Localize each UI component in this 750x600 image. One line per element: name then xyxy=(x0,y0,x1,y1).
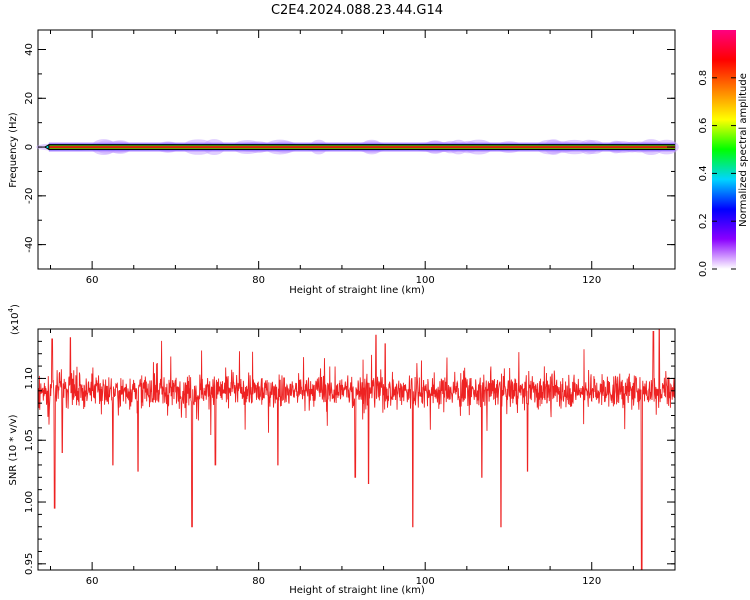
colorbar-tick-label: 0.0 xyxy=(698,261,709,277)
snr-x-tick-label: 60 xyxy=(86,576,99,587)
snr-y-axis-label: SNR (10 * v/v) xyxy=(8,414,19,485)
spectrogram-y-tick-label: 0 xyxy=(24,144,35,150)
spectrogram-panel: 60 80 100 120 40 20 0 -20 -40 Height of straight… xyxy=(8,29,679,296)
snr-line xyxy=(38,329,675,570)
snr-panel: 60 80 100 120 0.95 1.00 1.05 1.10 Height of str… xyxy=(7,304,676,596)
spectrogram-x-axis-label: Height of straight line (km) xyxy=(289,285,425,296)
snr-y-tick-label: 0.95 xyxy=(24,553,35,575)
spectrogram-x-tick-label: 80 xyxy=(252,275,265,286)
colorbar-ticks: 0.0 0.2 0.4 0.6 0.8 xyxy=(698,70,736,277)
spectrogram-y-tick-label: -20 xyxy=(24,188,35,204)
figure-title: C2E4.2024.088.23.44.G14 xyxy=(271,3,443,18)
colorbar: 0.0 0.2 0.4 0.6 0.8 Normalized spectral ampl… xyxy=(698,30,749,277)
colorbar-tick-label: 0.2 xyxy=(698,213,709,229)
snr-multiplier-label: (x104) xyxy=(7,304,21,335)
spectrogram-band xyxy=(36,139,679,155)
snr-x-tick-label: 120 xyxy=(582,576,601,587)
snr-x-axis-label: Height of straight line (km) xyxy=(289,585,425,596)
snr-x-tick-label: 80 xyxy=(252,576,265,587)
spectrogram-y-tick-label: 40 xyxy=(24,43,35,56)
snr-x-tick-label: 100 xyxy=(416,576,435,587)
colorbar-tick-label: 0.6 xyxy=(698,118,709,134)
spectrogram-y-tick-label: 20 xyxy=(24,92,35,105)
spectrogram-x-tick-label: 100 xyxy=(416,275,435,286)
snr-y-tick-label: 1.05 xyxy=(24,429,35,451)
colorbar-label: Normalized spectral amplitude xyxy=(738,73,749,227)
snr-y-tick-label: 1.00 xyxy=(24,491,35,513)
snr-y-tick-label: 1.10 xyxy=(24,367,35,389)
colorbar-gradient xyxy=(712,30,736,269)
spectrogram-x-tick-label: 120 xyxy=(582,275,601,286)
spectrogram-y-tick-label: -40 xyxy=(24,236,35,252)
colorbar-tick-label: 0.4 xyxy=(698,165,709,181)
snr-plot-area xyxy=(38,329,675,570)
spectrogram-y-axis-label: Frequency (Hz) xyxy=(8,112,19,188)
spectrogram-x-tick-label: 60 xyxy=(86,275,99,286)
colorbar-tick-label: 0.8 xyxy=(698,70,709,86)
snr-series-line xyxy=(38,329,675,570)
spectrogram-axes: 60 80 100 120 40 20 0 -20 -40 xyxy=(24,30,676,286)
snr-axes: 60 80 100 120 0.95 1.00 1.05 1.10 xyxy=(24,328,676,587)
